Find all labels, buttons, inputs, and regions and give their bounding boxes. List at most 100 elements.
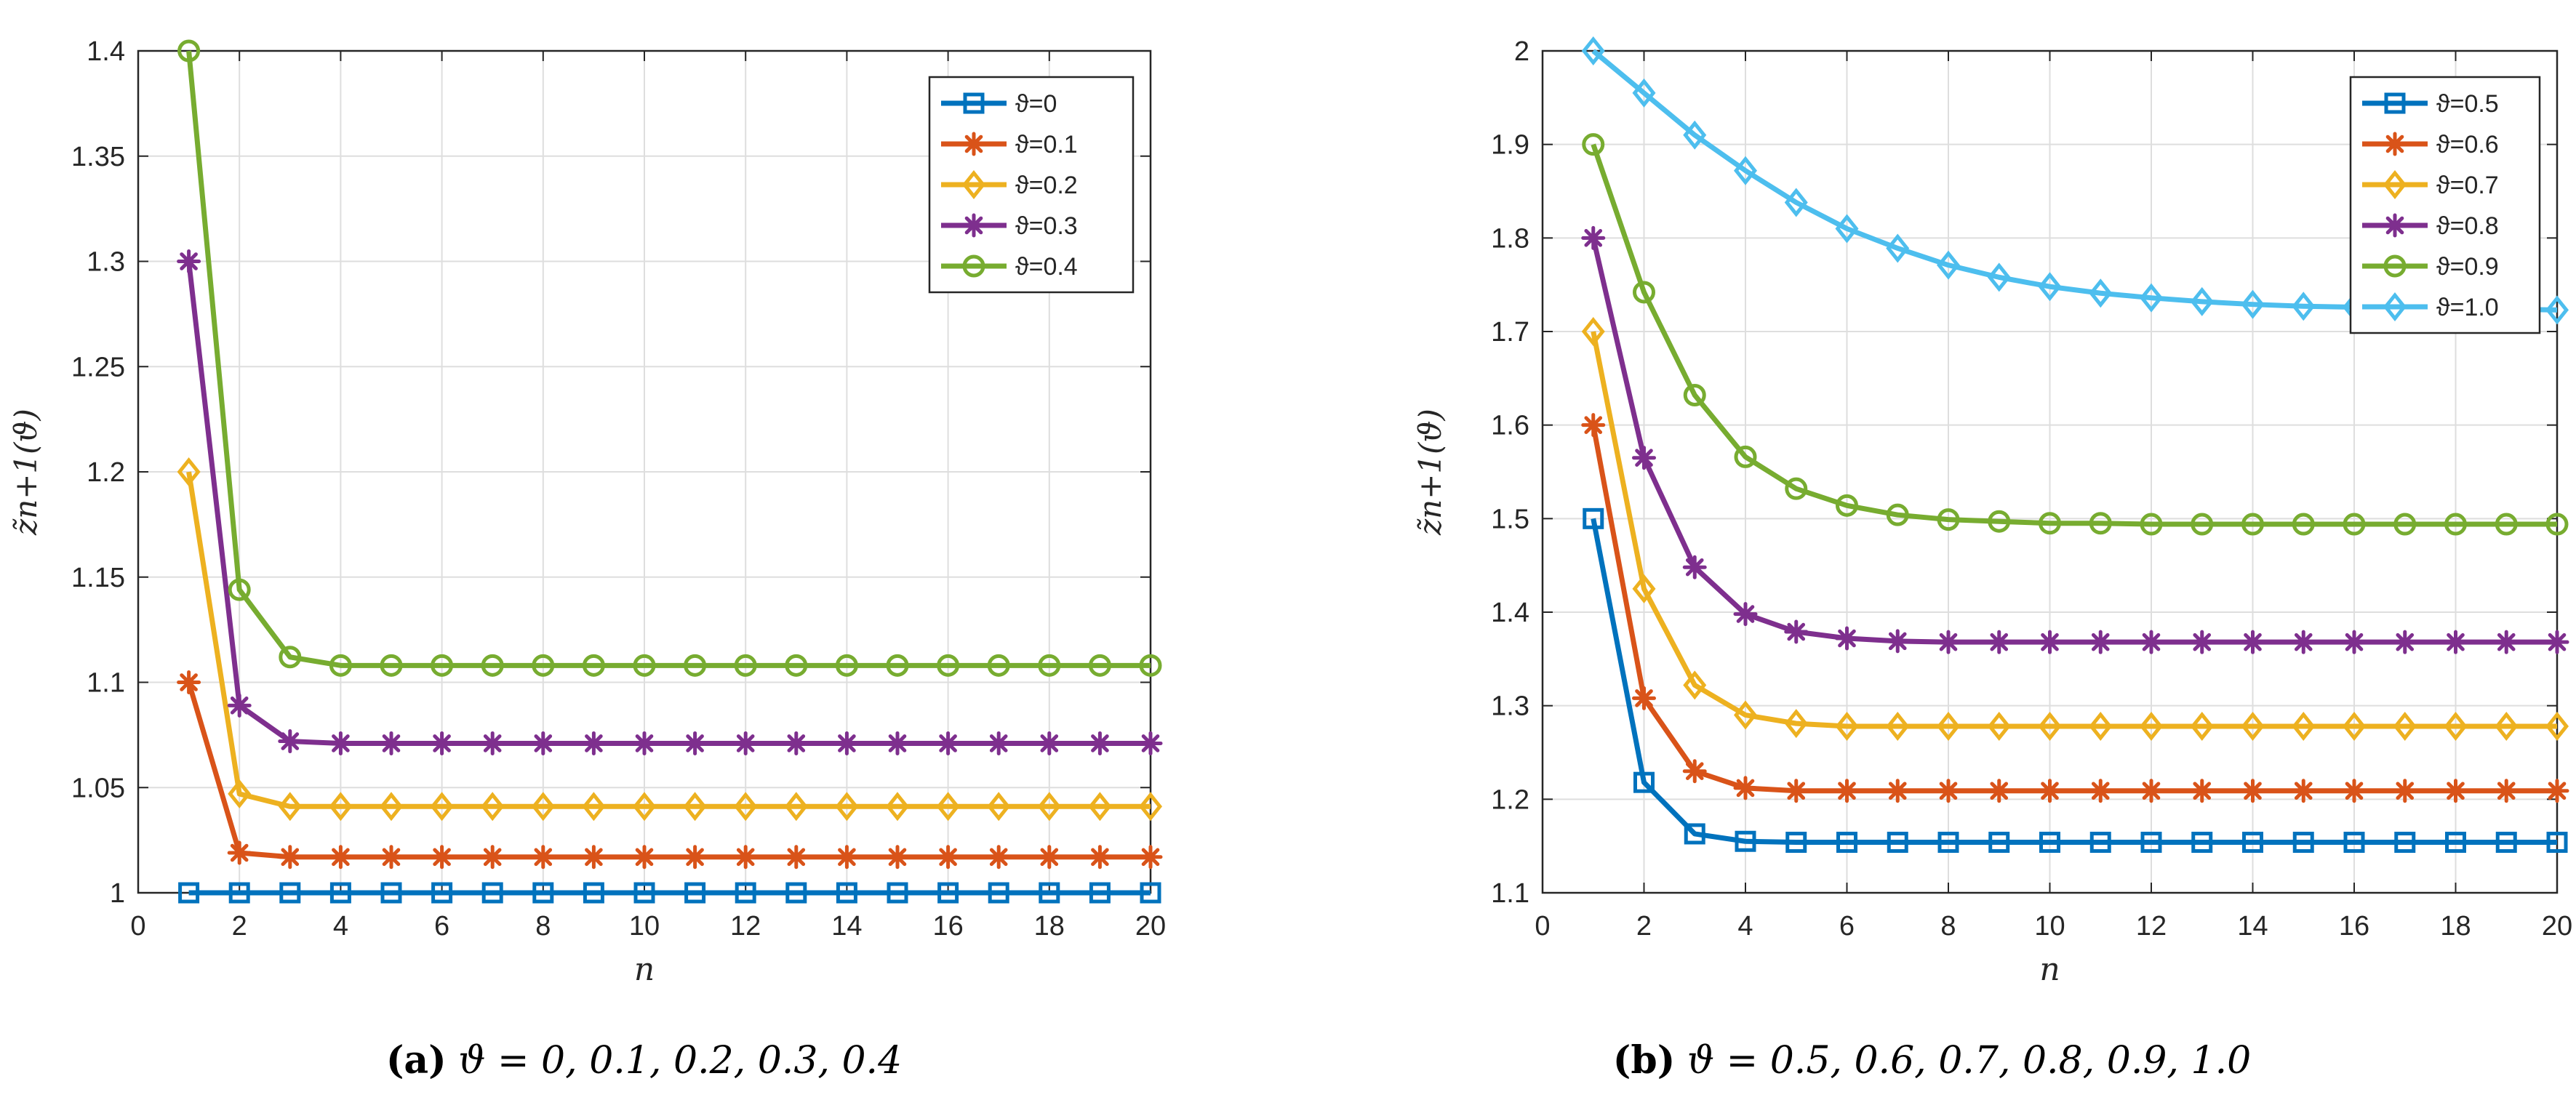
- data-point: [1581, 225, 1606, 250]
- data-point: [887, 882, 908, 904]
- data-point: [431, 654, 454, 677]
- data-point: [1582, 133, 1605, 156]
- data-point: [1581, 413, 1606, 438]
- y-tick-label: 1.7: [1491, 317, 1529, 348]
- series-ϑ=0.4: [177, 39, 1162, 677]
- x-tick-label: 6: [1839, 911, 1855, 942]
- data-point: [734, 792, 758, 822]
- data-point: [684, 882, 706, 904]
- y-tick-label: 1.15: [71, 563, 125, 593]
- data-point: [937, 882, 959, 904]
- data-point: [1632, 686, 1656, 710]
- legend-item: ϑ=0.3: [941, 212, 1078, 240]
- series-ϑ=0.3: [177, 249, 1163, 755]
- data-point: [1835, 711, 1859, 741]
- data-point: [733, 845, 758, 870]
- legend: ϑ=0.5 ϑ=0.6 ϑ=0.7 ϑ=0.8 ϑ=0.9 ϑ=1.0: [2349, 76, 2541, 334]
- data-point: [2393, 711, 2417, 741]
- data-point: [986, 845, 1011, 870]
- data-point: [1885, 779, 1910, 803]
- data-point: [531, 792, 555, 822]
- data-point: [1139, 654, 1162, 677]
- data-point: [2292, 832, 2314, 854]
- data-point: [177, 670, 201, 694]
- data-point: [278, 729, 303, 754]
- data-point: [2494, 630, 2519, 654]
- data-point: [1836, 494, 1858, 517]
- legend-swatch-marker: [2383, 169, 2407, 200]
- data-point: [1733, 156, 1758, 185]
- data-point: [2545, 295, 2569, 325]
- data-point: [683, 731, 708, 755]
- data-point: [2139, 283, 2164, 313]
- caption-a: (a) ϑ = 0, 0.1, 0.2, 0.3, 0.4: [0, 1038, 1288, 1089]
- data-point: [987, 792, 1011, 822]
- data-point: [1784, 188, 1808, 217]
- data-point: [582, 792, 606, 822]
- data-point: [329, 654, 352, 677]
- data-point: [532, 882, 554, 904]
- data-point: [2343, 832, 2365, 854]
- caption-b-text: ϑ = 0.5, 0.6, 0.7, 0.8, 0.9, 1.0: [1687, 1039, 2252, 1083]
- data-point: [2342, 711, 2367, 741]
- data-point: [379, 792, 404, 822]
- data-point: [734, 654, 757, 677]
- legend-swatch-marker: [2383, 213, 2407, 238]
- data-point: [785, 882, 807, 904]
- data-point: [632, 731, 657, 755]
- legend-item: ϑ=0.9: [2362, 253, 2499, 281]
- data-point: [177, 457, 201, 487]
- data-point: [2038, 272, 2062, 302]
- data-point: [2241, 711, 2265, 741]
- x-tick-label: 8: [1940, 911, 1956, 942]
- legend-label: ϑ=0.9: [2436, 253, 2499, 281]
- data-point: [2444, 513, 2467, 536]
- legend-swatch-marker: [961, 213, 986, 238]
- data-point: [988, 882, 1009, 904]
- data-point: [2089, 512, 2112, 535]
- x-tick-label: 0: [1535, 911, 1550, 942]
- data-point: [1987, 711, 2011, 741]
- data-point: [329, 792, 353, 822]
- y-tick-label: 1.4: [1491, 598, 1529, 628]
- data-point: [2140, 832, 2162, 854]
- legend-item: ϑ=1.0: [2362, 292, 2499, 322]
- data-point: [2241, 779, 2265, 803]
- legend-label: ϑ=0.5: [2436, 90, 2499, 118]
- data-point: [1683, 670, 1707, 700]
- axes-box: [1541, 49, 2559, 894]
- data-point: [2190, 779, 2215, 803]
- data-point: [1886, 503, 1909, 526]
- data-point: [885, 845, 910, 870]
- data-point: [227, 840, 252, 865]
- data-point: [1088, 654, 1111, 677]
- data-point: [380, 882, 402, 904]
- data-point: [2242, 832, 2263, 854]
- data-point: [2444, 779, 2468, 803]
- data-point: [1633, 281, 1655, 304]
- data-point: [2038, 779, 2062, 803]
- series-ϑ=0.6: [1581, 413, 2569, 803]
- series-ϑ=0: [178, 882, 1161, 904]
- data-point: [2190, 286, 2214, 316]
- x-tick-label: 12: [2136, 911, 2167, 942]
- x-axis-label: n: [634, 951, 655, 988]
- legend-label: ϑ=1.0: [2436, 294, 2499, 321]
- data-point: [1138, 845, 1163, 870]
- legend-label: ϑ=0.8: [2436, 212, 2499, 240]
- x-tick-label: 16: [932, 911, 963, 942]
- data-point: [278, 845, 303, 870]
- data-point: [1835, 214, 1859, 244]
- data-point: [1936, 779, 1961, 803]
- data-point: [1683, 383, 1706, 406]
- x-tick-label: 10: [629, 911, 660, 942]
- y-tick-label: 1.2: [87, 457, 125, 488]
- data-point: [1632, 78, 1656, 108]
- x-tick-label: 14: [831, 911, 862, 942]
- x-tick-label: 8: [535, 911, 551, 942]
- data-point: [2393, 513, 2417, 536]
- data-point: [2545, 779, 2569, 803]
- data-point: [2140, 513, 2163, 536]
- legend-item: ϑ=0.4: [941, 253, 1078, 281]
- legend-item: ϑ=0.1: [941, 131, 1078, 158]
